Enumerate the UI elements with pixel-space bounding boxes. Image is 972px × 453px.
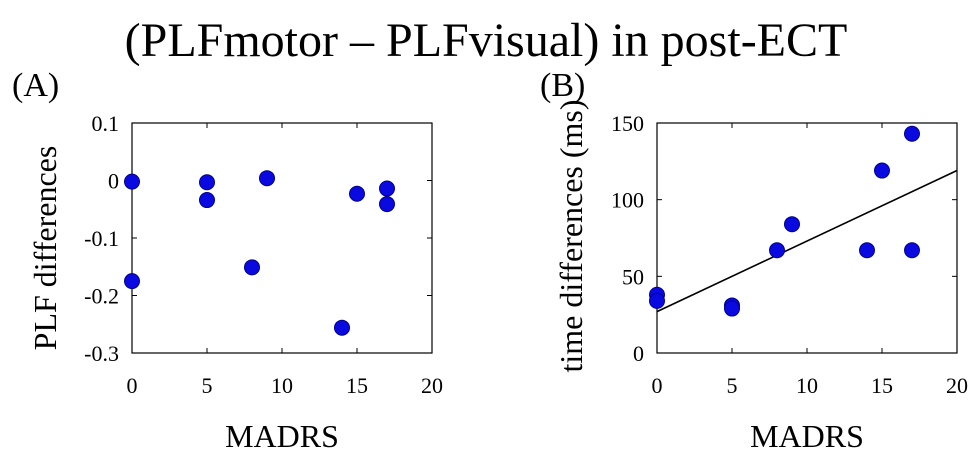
x-tick-label: 5: [202, 373, 213, 398]
x-tick-label: 15: [346, 373, 368, 398]
x-tick-label: 20: [421, 373, 443, 398]
data-point: [904, 125, 920, 142]
panel-a-x-ticks: 0 5 10 15 20: [127, 123, 443, 398]
panel-a-points: [124, 170, 395, 336]
x-tick-label: 10: [271, 373, 293, 398]
panel-b-x-ticks: 0 5 10 15 20: [652, 123, 968, 398]
data-point: [259, 170, 275, 187]
data-point: [874, 162, 890, 179]
data-point: [199, 192, 215, 209]
data-point: [769, 242, 785, 259]
panel-b-y-ticks: 0 50 100 150: [611, 111, 957, 366]
data-point: [649, 292, 665, 309]
x-tick-label: 5: [727, 373, 738, 398]
data-point: [124, 273, 140, 290]
fit-line: [656, 169, 958, 313]
y-tick-label: -0.1: [84, 226, 119, 251]
panel-a-x-axis-label: MADRS: [225, 418, 339, 453]
panel-a-y-ticks: -0.3 -0.2 -0.1 0 0.1: [84, 111, 432, 366]
x-tick-label: 10: [796, 373, 818, 398]
panel-b-x-axis-label: MADRS: [750, 418, 864, 453]
figure-title: (PLFmotor – PLFvisual) in post-ECT: [125, 14, 848, 67]
panel-a-plot-frame: [131, 122, 433, 354]
data-point: [349, 185, 365, 202]
y-tick-label: 100: [611, 188, 644, 213]
data-point: [859, 242, 875, 259]
data-point: [334, 319, 350, 336]
y-tick-label: 0.1: [92, 111, 120, 136]
data-point: [904, 242, 920, 259]
x-tick-label: 0: [652, 373, 663, 398]
y-tick-label: -0.3: [84, 341, 119, 366]
y-tick-label: 0: [633, 341, 644, 366]
x-tick-label: 20: [946, 373, 968, 398]
panel-b-plot-frame: [656, 122, 958, 354]
panel-b: (B) 0 5 10 15 20 0 50 100 150 MADRS time differ…: [540, 67, 968, 453]
panel-b-points: [649, 125, 920, 317]
y-tick-label: 150: [611, 111, 644, 136]
data-point: [244, 259, 260, 276]
x-tick-label: 0: [127, 373, 138, 398]
panel-b-y-axis-label: time differences (ms): [553, 99, 589, 372]
y-tick-label: 0: [108, 169, 119, 194]
panel-a: (A) 0 5 10 15 20 -0.3 -0.2 -0.1 0 0.1 MADRS PLF …: [12, 67, 443, 453]
data-point: [124, 173, 140, 190]
data-point: [724, 300, 740, 317]
data-point: [784, 216, 800, 233]
panel-a-letter: (A): [12, 67, 59, 104]
y-tick-label: 50: [622, 264, 644, 289]
panel-b-letter: (B): [540, 67, 585, 104]
x-tick-label: 15: [871, 373, 893, 398]
y-tick-label: -0.2: [84, 284, 119, 309]
data-point: [199, 174, 215, 191]
panel-b-fit: [656, 169, 958, 313]
data-point: [379, 180, 395, 197]
panel-a-y-axis-label: PLF differences: [27, 146, 63, 351]
data-point: [379, 196, 395, 213]
